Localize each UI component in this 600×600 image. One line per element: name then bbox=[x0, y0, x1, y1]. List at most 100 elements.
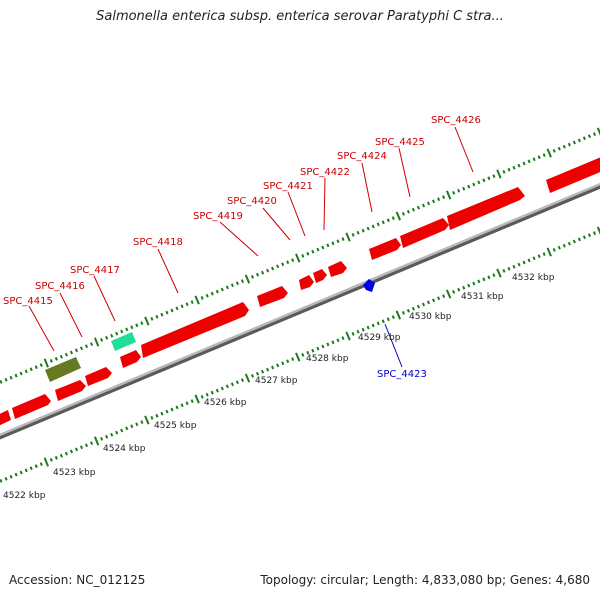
minor-tick bbox=[306, 350, 310, 355]
kbp-label: 4532 kbp bbox=[512, 273, 555, 283]
gene-arrow[interactable] bbox=[12, 394, 51, 419]
major-tick bbox=[244, 274, 251, 284]
major-tick bbox=[546, 148, 552, 158]
minor-tick bbox=[276, 363, 280, 368]
minor-tick bbox=[19, 371, 23, 376]
gene-label[interactable]: SPC_4418 bbox=[133, 237, 183, 248]
minor-tick bbox=[321, 344, 325, 349]
minor-tick bbox=[391, 216, 395, 220]
minor-tick bbox=[457, 287, 461, 292]
gene-arrow[interactable] bbox=[85, 367, 112, 386]
minor-tick bbox=[250, 374, 255, 378]
minor-tick bbox=[190, 300, 194, 304]
kbp-label: 4526 kbp bbox=[204, 398, 247, 408]
gene-arrow[interactable] bbox=[257, 286, 288, 307]
minor-tick bbox=[64, 451, 68, 456]
minor-tick bbox=[276, 264, 280, 269]
gene-arrow[interactable] bbox=[328, 261, 347, 277]
gene-label[interactable]: SPC_4426 bbox=[431, 115, 481, 126]
minor-tick bbox=[49, 458, 53, 462]
minor-tick bbox=[235, 281, 239, 286]
rrna-feature[interactable] bbox=[45, 357, 81, 382]
gene-arrow[interactable] bbox=[400, 218, 449, 248]
major-tick bbox=[244, 373, 251, 383]
kbp-label: 4524 kbp bbox=[103, 444, 146, 454]
major-tick bbox=[345, 331, 351, 341]
minor-tick bbox=[135, 323, 139, 328]
minor-tick bbox=[527, 159, 531, 164]
minor-tick bbox=[115, 430, 119, 435]
minor-tick bbox=[356, 230, 360, 235]
minor-tick bbox=[487, 275, 491, 280]
gene-arrow[interactable] bbox=[299, 275, 314, 290]
minor-tick bbox=[421, 302, 426, 307]
minor-tick bbox=[14, 472, 18, 477]
minor-tick bbox=[467, 184, 471, 189]
kbp-label: 4527 kbp bbox=[255, 376, 298, 386]
major-tick bbox=[445, 190, 452, 200]
gene-label[interactable]: SPC_4423 bbox=[377, 369, 427, 380]
major-tick bbox=[345, 232, 351, 242]
minor-tick bbox=[316, 247, 320, 252]
minor-tick bbox=[376, 321, 380, 326]
minor-tick bbox=[577, 237, 581, 242]
gene-arrow[interactable] bbox=[313, 269, 327, 283]
minor-tick bbox=[321, 245, 325, 250]
gene-label[interactable]: SPC_4425 bbox=[375, 137, 425, 148]
minor-tick bbox=[220, 386, 224, 391]
minor-tick bbox=[240, 378, 245, 382]
gene-label[interactable]: SPC_4419 bbox=[193, 211, 243, 222]
minor-tick bbox=[69, 350, 74, 355]
minor-tick bbox=[381, 220, 385, 225]
gene-arrow[interactable] bbox=[120, 350, 141, 368]
gene-arrow-reverse[interactable] bbox=[363, 279, 375, 292]
minor-tick bbox=[54, 455, 58, 460]
minor-tick bbox=[130, 325, 134, 330]
minor-tick bbox=[361, 327, 365, 332]
minor-tick bbox=[235, 380, 239, 385]
gene-arrow[interactable] bbox=[447, 187, 525, 230]
gene-label[interactable]: SPC_4420 bbox=[227, 196, 277, 207]
minor-tick bbox=[577, 138, 581, 143]
gene-arrow[interactable] bbox=[369, 238, 401, 260]
minor-tick bbox=[160, 411, 164, 416]
minor-tick bbox=[130, 424, 134, 429]
minor-tick bbox=[170, 308, 174, 313]
kbp-label: 4528 kbp bbox=[306, 354, 349, 364]
minor-tick bbox=[210, 390, 214, 395]
minor-tick bbox=[467, 283, 471, 288]
trna-feature[interactable] bbox=[111, 332, 136, 351]
major-tick bbox=[496, 169, 502, 179]
gene-label[interactable]: SPC_4422 bbox=[300, 167, 350, 178]
minor-tick bbox=[326, 243, 330, 248]
minor-tick bbox=[266, 367, 270, 372]
minor-tick bbox=[311, 348, 315, 353]
minor-tick bbox=[306, 251, 310, 256]
gene-label[interactable]: SPC_4416 bbox=[35, 281, 85, 292]
minor-tick bbox=[150, 317, 154, 321]
gene-arrow[interactable] bbox=[141, 302, 249, 358]
minor-tick bbox=[286, 359, 290, 364]
gene-arrow[interactable] bbox=[55, 380, 86, 401]
minor-tick bbox=[225, 384, 229, 389]
minor-tick bbox=[502, 170, 506, 174]
minor-tick bbox=[250, 275, 255, 279]
backbone bbox=[0, 182, 600, 440]
major-tick bbox=[546, 247, 552, 257]
minor-tick bbox=[552, 248, 556, 252]
gene-label[interactable]: SPC_4417 bbox=[70, 265, 120, 276]
gene-label[interactable]: SPC_4415 bbox=[3, 296, 53, 307]
minor-tick bbox=[512, 165, 516, 170]
minor-tick bbox=[175, 405, 179, 410]
minor-tick bbox=[39, 363, 43, 367]
kbp-label: 4525 kbp bbox=[154, 421, 197, 431]
gene-label[interactable]: SPC_4421 bbox=[263, 181, 313, 192]
minor-tick bbox=[482, 277, 486, 282]
major-tick bbox=[43, 457, 49, 467]
gene-label-layer: SPC_4415 SPC_4416 SPC_4417 SPC_4418 SPC_… bbox=[3, 115, 481, 380]
minor-tick bbox=[185, 401, 189, 406]
minor-tick bbox=[452, 290, 456, 294]
gene-label[interactable]: SPC_4424 bbox=[337, 151, 387, 162]
gene-arrow[interactable] bbox=[546, 155, 600, 193]
gene-arrow[interactable] bbox=[0, 410, 11, 426]
